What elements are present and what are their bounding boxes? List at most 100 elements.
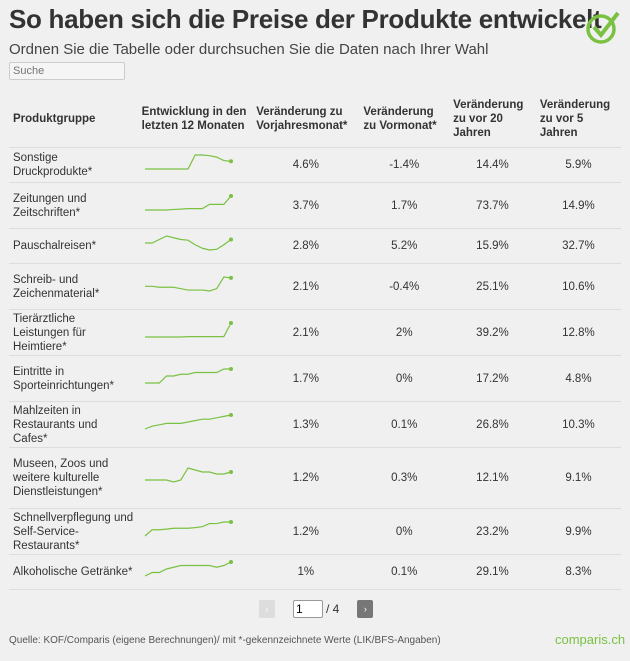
source-note: Quelle: KOF/Comparis (eigene Berechnunge… <box>9 635 441 646</box>
sparkline <box>144 235 233 251</box>
value-y20: 15.9% <box>449 228 536 264</box>
value-yoy: 1% <box>252 554 360 590</box>
value-y20: 25.1% <box>449 263 536 310</box>
table-row: Sonstige Druckprodukte* 4.6% -1.4% 14.4% 5.9… <box>9 147 621 183</box>
sparkline-cell <box>137 554 253 590</box>
page-total: / 4 <box>326 602 340 616</box>
value-yoy: 3.7% <box>252 182 360 229</box>
value-y5: 12.8% <box>535 309 621 356</box>
value-y20: 23.2% <box>449 508 536 555</box>
sparkline-cell <box>137 228 253 264</box>
column-header[interactable]: Produktgruppe <box>9 90 138 148</box>
sparkline-end-point <box>228 366 233 371</box>
sparkline-end-point <box>228 159 233 164</box>
column-header[interactable]: Veränderung zu vor 5 Jahren <box>535 90 621 148</box>
pagination: ‹ / 4 › <box>259 600 374 618</box>
product-group: Schnellverpflegung und Self-Service-Rest… <box>9 508 138 555</box>
value-yoy: 2.1% <box>252 263 360 310</box>
value-mom: 1.7% <box>359 182 450 229</box>
value-yoy: 1.3% <box>252 401 360 448</box>
value-mom: 0% <box>359 508 450 555</box>
value-yoy: 1.2% <box>252 447 360 509</box>
sparkline-end-point <box>228 193 233 198</box>
value-mom: -0.4% <box>359 263 450 310</box>
value-y5: 4.8% <box>535 355 621 402</box>
sparkline-end-point <box>228 237 233 242</box>
sparkline-end-point <box>228 560 233 564</box>
product-group: Eintritte in Sporteinrichtungen* <box>9 355 138 402</box>
sparkline-cell <box>137 355 253 402</box>
product-group: Pauschalreisen* <box>9 228 138 264</box>
sparkline <box>144 519 233 536</box>
sparkline-line <box>144 413 231 430</box>
value-yoy: 4.6% <box>252 147 360 183</box>
value-yoy: 1.2% <box>252 508 360 555</box>
table-row: Eintritte in Sporteinrichtungen* 1.7% 0% 17… <box>9 355 621 402</box>
value-y5: 32.7% <box>535 228 621 264</box>
product-group: Museen, Zoos und weitere kulturelle Dien… <box>9 447 138 509</box>
table-row: Alkoholische Getränke* 1% 0.1% 29.1% 8.3% <box>9 554 621 590</box>
value-y20: 14.4% <box>449 147 536 183</box>
value-y20: 29.1% <box>449 554 536 590</box>
sparkline-cell <box>137 263 253 310</box>
sparkline-line <box>144 195 232 211</box>
table-row: Schreib- und Zeichenmaterial* 2.1% -0.4% 25… <box>9 263 621 310</box>
value-mom: -1.4% <box>359 147 450 183</box>
value-yoy: 2.1% <box>252 309 360 356</box>
column-header[interactable]: Veränderung zu vor 20 Jahren <box>449 90 536 148</box>
product-group: Zeitungen und Zeitschriften* <box>9 182 138 229</box>
comparis-check-logo-icon <box>586 11 620 44</box>
value-mom: 0.1% <box>359 401 450 448</box>
brand-logo: comparis.ch <box>555 632 626 647</box>
sparkline <box>144 412 233 430</box>
table-row: Mahlzeiten in Restaurants und Cafes* 1.3%… <box>9 401 621 448</box>
prev-page-button[interactable]: ‹ <box>259 600 275 618</box>
value-y5: 10.3% <box>535 401 621 448</box>
sparkline-line <box>144 154 231 170</box>
value-yoy: 2.8% <box>252 228 360 264</box>
value-y5: 9.1% <box>535 447 621 509</box>
value-y20: 17.2% <box>449 355 536 402</box>
search-input[interactable] <box>9 62 125 80</box>
sparkline-end-point <box>228 275 233 280</box>
product-group: Schreib- und Zeichenmaterial* <box>9 263 138 310</box>
sparkline-end-point <box>228 412 233 417</box>
value-y5: 8.3% <box>535 554 621 590</box>
table-row: Tierärztliche Leistungen für Heimtiere* 2… <box>9 309 621 356</box>
value-y5: 9.9% <box>535 508 621 555</box>
value-yoy: 1.7% <box>252 355 360 402</box>
next-page-button[interactable]: › <box>357 600 374 618</box>
page-input[interactable] <box>293 600 323 618</box>
sparkline <box>144 154 233 170</box>
table-row: Museen, Zoos und weitere kulturelle Dien… <box>9 447 621 509</box>
sparkline-cell <box>137 401 253 448</box>
product-group: Mahlzeiten in Restaurants und Cafes* <box>9 401 138 448</box>
column-header[interactable]: Veränderung zu Vormonat* <box>359 90 450 148</box>
column-header[interactable]: Entwicklung in den letzten 12 Monaten <box>137 90 253 148</box>
sparkline <box>144 366 233 384</box>
value-y5: 14.9% <box>535 182 621 229</box>
sparkline-end-point <box>228 320 233 325</box>
page-title: So haben sich die Preise der Produkte en… <box>9 4 602 34</box>
value-y20: 12.1% <box>449 447 536 509</box>
sparkline-line <box>144 520 231 536</box>
sparkline <box>144 560 233 577</box>
product-group: Sonstige Druckprodukte* <box>9 147 138 183</box>
column-header[interactable]: Veränderung zu Vorjahresmonat* <box>252 90 360 148</box>
sparkline-line <box>144 322 232 338</box>
sparkline-cell <box>137 147 253 183</box>
table-row: Pauschalreisen* 2.8% 5.2% 15.9% 32.7% <box>9 228 621 264</box>
sparkline-line <box>144 367 231 384</box>
table-row: Zeitungen und Zeitschriften* 3.7% 1.7% 73.7… <box>9 182 621 229</box>
value-mom: 0% <box>359 355 450 402</box>
sparkline-end-point <box>228 470 233 474</box>
price-table: Produktgruppe Entwicklung in den letzten … <box>9 90 621 590</box>
sparkline-line <box>144 235 232 251</box>
sparkline-cell <box>137 182 253 229</box>
sparkline-line <box>144 561 231 577</box>
value-mom: 5.2% <box>359 228 450 264</box>
value-y5: 10.6% <box>535 263 621 310</box>
sparkline <box>144 320 233 338</box>
sparkline-cell <box>137 508 253 555</box>
